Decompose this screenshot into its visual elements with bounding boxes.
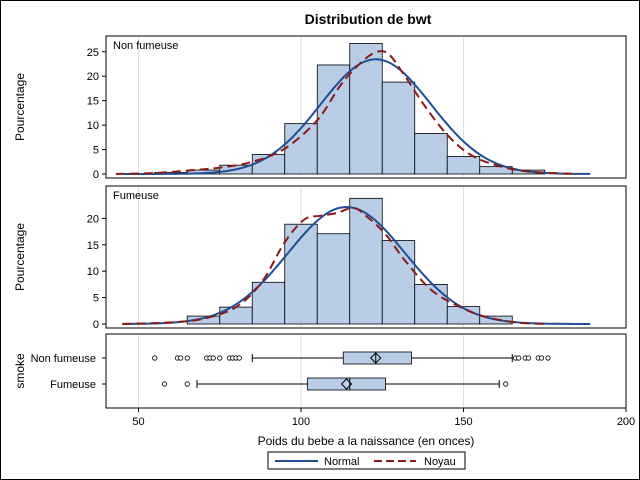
box xyxy=(342,351,412,365)
outlier-point xyxy=(184,355,190,361)
x-axis-label: Poids du bebe a la naissance (en onces) xyxy=(258,434,475,448)
boxplot-panel: Non fumeuse Fumeuse smoke xyxy=(13,333,627,409)
boxplot-group-label: Fumeuse xyxy=(50,379,96,391)
y-axis-label: Pourcentage xyxy=(13,73,27,141)
histogram-bar xyxy=(414,283,448,325)
histogram-panel: 0 5 10 15 20 Fumeuse Pourcentage xyxy=(13,185,627,331)
panel-group-label: Fumeuse xyxy=(113,190,159,202)
x-tick-label: 100 xyxy=(292,416,310,428)
outlier-point xyxy=(178,355,184,361)
y-tick-label: 20 xyxy=(87,213,99,225)
outlier-point xyxy=(217,355,223,361)
box xyxy=(307,377,386,391)
legend-frame xyxy=(267,451,466,470)
chart-title: Distribution de bwt xyxy=(305,11,432,27)
y-tick-label: 15 xyxy=(87,96,99,108)
outlier-point xyxy=(210,355,216,361)
plot-layer: 0 5 10 15 20 25 Non fumeuse Pourcentage 0 5 10 15 20… xyxy=(13,35,635,470)
outlier-point xyxy=(152,355,158,361)
histogram-bar xyxy=(414,133,448,175)
kernel-curve xyxy=(122,206,545,325)
histogram-bar xyxy=(446,155,481,175)
histogram-bar xyxy=(284,123,318,175)
x-tick-label: 150 xyxy=(454,416,472,428)
y-tick-label: 20 xyxy=(87,71,99,83)
legend-label-normal: Normal xyxy=(324,456,359,468)
legend: Normal Noyau xyxy=(267,451,466,470)
histogram-bar xyxy=(284,223,318,325)
outlier-point xyxy=(161,381,168,387)
histogram-bar xyxy=(251,281,286,325)
x-tick-label: 50 xyxy=(132,416,144,428)
outlier-point xyxy=(236,355,242,361)
outlier-point xyxy=(503,381,509,387)
boxplot-axis-label: smoke xyxy=(13,353,27,389)
y-tick-label: 25 xyxy=(87,47,99,59)
panel-frame xyxy=(105,35,627,179)
y-tick-label: 0 xyxy=(93,169,99,181)
histogram-bar xyxy=(381,81,416,175)
outlier-point xyxy=(184,381,190,387)
histogram-bar xyxy=(349,197,383,325)
y-tick-label: 0 xyxy=(93,319,99,331)
outlier-point xyxy=(516,355,522,361)
x-tick-label: 200 xyxy=(617,416,635,428)
histogram-bar xyxy=(316,64,351,175)
panel-frame xyxy=(105,185,627,329)
outlier-point xyxy=(545,355,551,361)
y-axis-label: Pourcentage xyxy=(13,223,27,291)
histogram-bar xyxy=(316,233,351,325)
y-tick-label: 10 xyxy=(87,266,99,278)
outlier-point xyxy=(525,355,532,361)
panel-frame xyxy=(105,333,627,409)
histogram-bar xyxy=(381,240,416,325)
y-tick-label: 5 xyxy=(93,145,99,157)
kernel-curve xyxy=(115,50,578,175)
histogram-bar xyxy=(349,43,383,175)
y-tick-label: 15 xyxy=(87,240,99,252)
y-tick-label: 5 xyxy=(93,293,99,305)
panel-group-label: Non fumeuse xyxy=(113,40,178,52)
histogram-panel: 0 5 10 15 20 25 Non fumeuse Pourcentage xyxy=(13,35,627,181)
legend-label-kernel: Noyau xyxy=(424,456,456,468)
outlier-point xyxy=(538,355,545,361)
mean-marker xyxy=(370,352,382,364)
boxplot-group-label: Non fumeuse xyxy=(31,353,96,365)
y-tick-label: 10 xyxy=(87,120,99,132)
mean-marker xyxy=(340,378,353,390)
